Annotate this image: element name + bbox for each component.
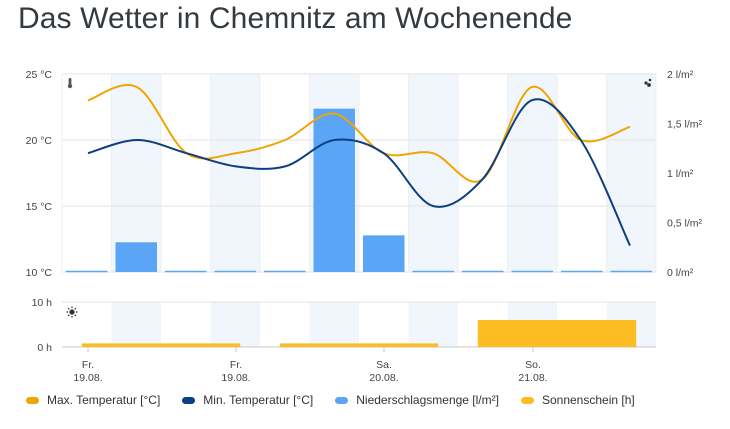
x-tick-label-date: 19.08.: [73, 372, 102, 384]
raindrops-icon: [644, 78, 652, 87]
legend-label: Niederschlagsmenge [l/m²]: [356, 393, 499, 407]
y-tick-label-sunshine: 10 h: [32, 297, 53, 309]
y-tick-label-right: 1 l/m²: [667, 168, 694, 180]
x-tick-label-weekday: Sa.: [376, 359, 392, 371]
sunshine-bar[interactable]: [279, 343, 439, 347]
y-tick-label-right: 1,5 l/m²: [667, 119, 703, 131]
y-tick-label-left: 25 °C: [26, 69, 53, 81]
legend-swatch: [26, 396, 39, 404]
y-tick-label-left: 15 °C: [26, 201, 53, 213]
x-tick-label-weekday: Fr.: [230, 359, 242, 371]
legend: Max. Temperatur [°C] Min. Temperatur [°C…: [26, 393, 657, 407]
sunshine-bar[interactable]: [477, 320, 637, 347]
y-tick-label-left: 20 °C: [26, 135, 53, 147]
legend-label: Sonnenschein [h]: [541, 393, 635, 407]
day-band: [111, 302, 161, 347]
y-tick-label-right: 0,5 l/m²: [667, 218, 703, 230]
x-tick-label-date: 19.08.: [221, 372, 250, 384]
legend-label: Max. Temperatur [°C]: [47, 393, 161, 407]
legend-item-min-temp[interactable]: Min. Temperatur [°C]: [182, 393, 313, 407]
legend-swatch: [182, 396, 196, 404]
legend-item-sunshine[interactable]: Sonnenschein [h]: [520, 393, 635, 407]
y-tick-label-right: 0 l/m²: [667, 267, 694, 279]
page-title: Das Wetter in Chemnitz am Wochenende: [18, 2, 573, 35]
day-band: [309, 302, 359, 347]
sunshine-bar[interactable]: [81, 343, 241, 347]
precipitation-bar[interactable]: [313, 108, 356, 273]
y-tick-label-right: 2 l/m²: [667, 69, 694, 81]
day-band: [210, 302, 260, 347]
day-band: [111, 74, 161, 272]
day-band: [606, 74, 656, 272]
x-tick-label-date: 21.08.: [518, 372, 547, 384]
weather-chart: 10 °C 15 °C 20 °C 25 °C 0 l/m² 0,5 l/m² 1 l/m²…: [26, 69, 703, 384]
day-band: [408, 74, 458, 272]
max-temp-line[interactable]: [87, 84, 631, 183]
legend-swatch: [335, 396, 349, 404]
legend-item-precipitation[interactable]: Niederschlagsmenge [l/m²]: [335, 393, 499, 407]
x-tick-label-weekday: Fr.: [82, 359, 94, 371]
legend-swatch: [520, 396, 534, 404]
legend-label: Min. Temperatur [°C]: [203, 393, 314, 407]
min-temp-line[interactable]: [87, 98, 631, 247]
day-band: [507, 74, 557, 272]
day-band: [210, 74, 260, 272]
y-tick-label-left: 10 °C: [26, 267, 53, 279]
thermometer-icon: [67, 78, 73, 89]
y-tick-label-sunshine: 0 h: [37, 342, 52, 354]
sun-icon: [66, 306, 78, 318]
precipitation-bar[interactable]: [363, 235, 405, 272]
day-band: [408, 302, 458, 347]
x-tick-label-date: 20.08.: [369, 372, 398, 384]
legend-item-max-temp[interactable]: Max. Temperatur [°C]: [26, 393, 160, 407]
x-tick-label-weekday: So.: [525, 359, 541, 371]
precipitation-bar[interactable]: [115, 242, 158, 272]
